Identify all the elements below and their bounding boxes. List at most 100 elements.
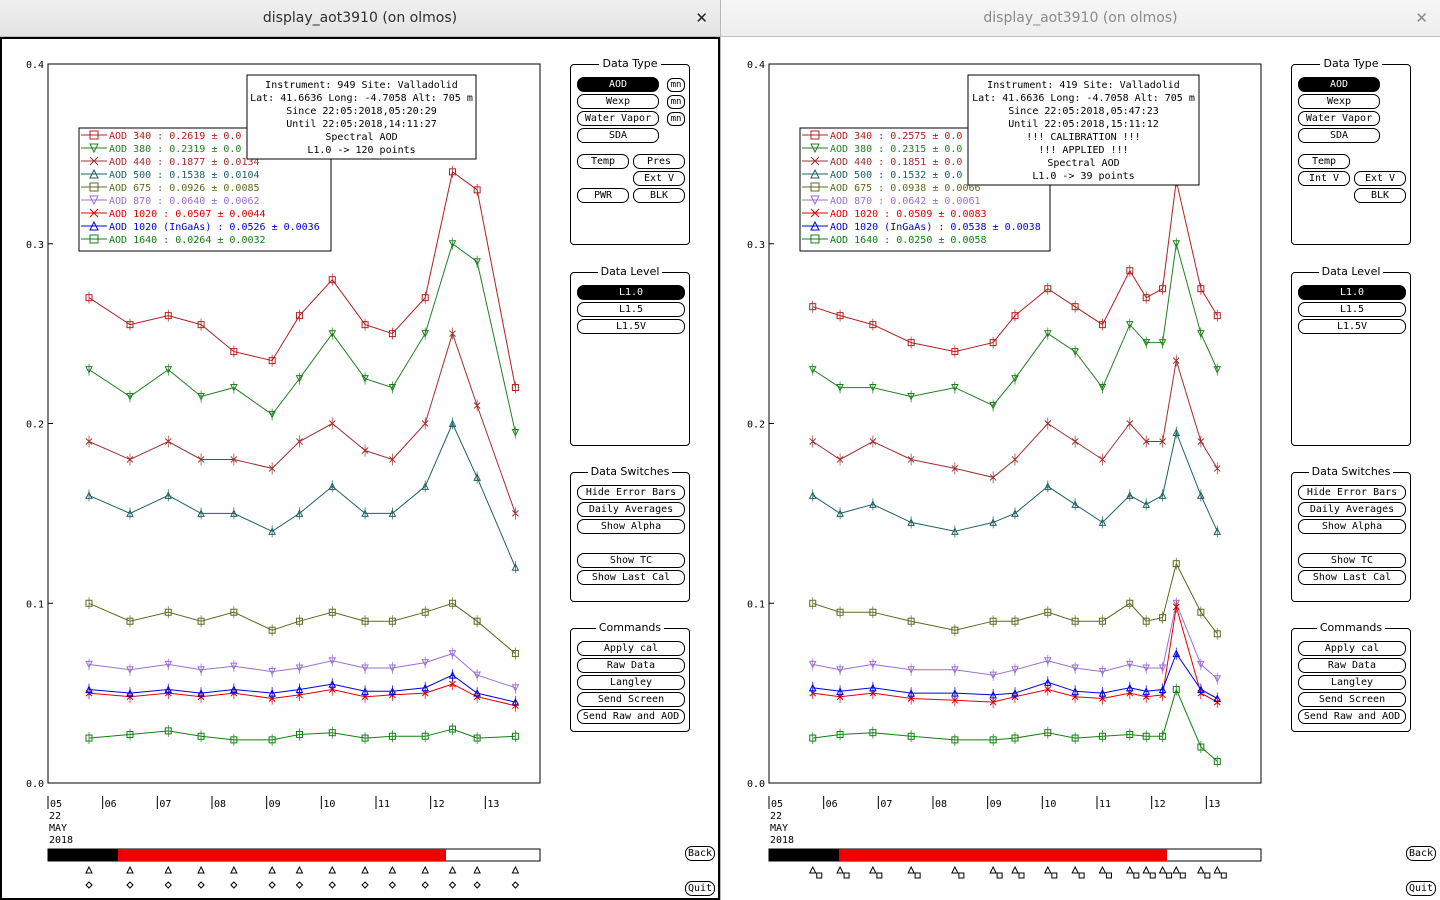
- show-tc-button[interactable]: Show TC: [577, 553, 685, 568]
- int-v-button[interactable]: Int V: [1298, 171, 1350, 186]
- aod-button[interactable]: AOD: [577, 77, 659, 92]
- apply-cal-button[interactable]: Apply cal: [1298, 641, 1406, 656]
- date-label: 22: [770, 811, 782, 822]
- x-tick-label: 07: [159, 799, 171, 810]
- legend-entry: AOD 440 : 0.1851 ± 0.0: [802, 156, 962, 168]
- legend-label: AOD 1020 (InGaAs) : 0.0526 ± 0.0036: [109, 222, 320, 233]
- show-alpha-button[interactable]: Show Alpha: [1298, 519, 1406, 534]
- send-raw-and-aod-button[interactable]: Send Raw and AOD: [577, 709, 685, 724]
- marker-triangle: [869, 865, 877, 874]
- marker-triangle: [511, 865, 520, 874]
- date-label: MAY: [770, 823, 788, 834]
- legend-entry: AOD 500 : 0.1532 ± 0.0: [802, 168, 962, 181]
- langley-button[interactable]: Langley: [577, 675, 685, 690]
- info-line: L1.0 -> 120 points: [307, 145, 415, 156]
- temp-button[interactable]: Temp: [577, 154, 629, 169]
- close-icon[interactable]: ✕: [695, 9, 708, 27]
- wexp-button[interactable]: Wexp: [1298, 94, 1380, 109]
- window-left: display_aot3910 (on olmos) ✕ 0.4 0.3 0.2 0.…: [0, 0, 720, 900]
- level-l15v-button[interactable]: L1.5V: [1298, 319, 1406, 334]
- y-tick-label: 0.1: [747, 599, 765, 610]
- panel-data-level: Data Level L1.0 L1.5 L1.5V: [570, 265, 690, 446]
- legend-entry: AOD 1020 : 0.0509 ± 0.0083: [802, 208, 987, 220]
- show-alpha-button[interactable]: Show Alpha: [577, 519, 685, 534]
- send-screen-button[interactable]: Send Screen: [1298, 692, 1406, 707]
- level-l10-button[interactable]: L1.0: [577, 285, 685, 300]
- info-line: !!! CALIBRATION !!!: [1026, 132, 1140, 143]
- show-tc-button[interactable]: Show TC: [1298, 553, 1406, 568]
- series-aod-1640: [809, 683, 1221, 768]
- y-tick-label: 0.0: [747, 779, 765, 790]
- legend-label: AOD 500 : 0.1532 ± 0.0: [830, 170, 962, 181]
- sda-button[interactable]: SDA: [1298, 128, 1380, 143]
- marker-triangle: [808, 865, 817, 874]
- x-tick-label: 08: [214, 799, 226, 810]
- level-l15-button[interactable]: L1.5: [577, 302, 685, 317]
- titlebar-left[interactable]: display_aot3910 (on olmos) ✕: [0, 0, 720, 37]
- marker-triangle: [328, 865, 337, 874]
- info-line: Spectral AOD: [1047, 158, 1119, 169]
- blk-button[interactable]: BLK: [633, 188, 685, 203]
- ext-v-button[interactable]: Ext V: [1354, 171, 1406, 186]
- panel-data-type: Data Type AOD Wexp Water Vapor SDA mn mn mn Temp…: [570, 57, 690, 245]
- show-last-cal-button[interactable]: Show Last Cal: [1298, 570, 1406, 585]
- panel-commands: Commands Apply cal Raw Data Langley Send Scr…: [570, 621, 690, 732]
- quit-button[interactable]: Quit: [685, 881, 715, 896]
- marker-triangle: [126, 865, 134, 874]
- back-button[interactable]: Back: [685, 846, 715, 861]
- aod-button[interactable]: AOD: [1298, 77, 1380, 92]
- mn-toggle[interactable]: mn: [667, 95, 685, 109]
- daily-averages-button[interactable]: Daily Averages: [577, 502, 685, 517]
- apply-cal-button[interactable]: Apply cal: [577, 641, 685, 656]
- mn-toggle[interactable]: mn: [667, 112, 685, 126]
- x-tick-label: 13: [1208, 799, 1220, 810]
- pres-button[interactable]: Pres: [633, 154, 685, 169]
- marker-triangle: [907, 865, 915, 874]
- x-tick-label: 06: [105, 799, 117, 810]
- titlebar-right[interactable]: display_aot3910 (on olmos) ✕: [721, 0, 1440, 37]
- info-line: Since 22:05:2018,05:47:23: [1008, 106, 1159, 117]
- level-l10-button[interactable]: L1.0: [1298, 285, 1406, 300]
- langley-button[interactable]: Langley: [1298, 675, 1406, 690]
- panel-title: Commands: [1316, 621, 1386, 634]
- ext-v-button[interactable]: Ext V: [633, 171, 685, 186]
- water-vapor-button[interactable]: Water Vapor: [577, 111, 659, 126]
- water-vapor-button[interactable]: Water Vapor: [1298, 111, 1380, 126]
- show-last-cal-button[interactable]: Show Last Cal: [577, 570, 685, 585]
- series-aod-675: [809, 557, 1221, 640]
- marker-triangle: [1011, 865, 1019, 874]
- temp-button[interactable]: Temp: [1298, 154, 1350, 169]
- x-tick-label: 11: [1099, 799, 1111, 810]
- send-raw-and-aod-button[interactable]: Send Raw and AOD: [1298, 709, 1406, 724]
- back-button[interactable]: Back: [1406, 846, 1436, 861]
- x-tick-label: 12: [433, 799, 445, 810]
- marker-triangle: [197, 865, 205, 874]
- panel-title: Data Switches: [1308, 465, 1394, 478]
- raw-data-button[interactable]: Raw Data: [1298, 658, 1406, 673]
- x-tick-label: 05: [771, 799, 783, 810]
- quit-button[interactable]: Quit: [1406, 881, 1436, 896]
- level-l15-button[interactable]: L1.5: [1298, 302, 1406, 317]
- series-aod-1020-ingaas-: [808, 647, 1222, 705]
- marker-triangle: [448, 865, 457, 874]
- daily-averages-button[interactable]: Daily Averages: [1298, 502, 1406, 517]
- mn-toggle[interactable]: mn: [667, 78, 685, 92]
- marker-triangle: [1098, 865, 1107, 874]
- pwr-button[interactable]: PWR: [577, 188, 629, 203]
- sda-button[interactable]: SDA: [577, 128, 659, 143]
- window-right: display_aot3910 (on olmos) ✕ 0.4 0.3 0.2 0.…: [720, 0, 1440, 900]
- close-icon[interactable]: ✕: [1415, 9, 1428, 27]
- hide-error-bars-button[interactable]: Hide Error Bars: [577, 485, 685, 500]
- raw-data-button[interactable]: Raw Data: [577, 658, 685, 673]
- info-line: L1.0 -> 39 points: [1032, 171, 1134, 182]
- wexp-button[interactable]: Wexp: [577, 94, 659, 109]
- marker-triangle: [421, 865, 430, 874]
- send-screen-button[interactable]: Send Screen: [577, 692, 685, 707]
- series-aod-1020: [85, 678, 519, 712]
- blk-button[interactable]: BLK: [1354, 188, 1406, 203]
- level-l15v-button[interactable]: L1.5V: [577, 319, 685, 334]
- panel-data-level: Data Level L1.0 L1.5 L1.5V: [1291, 265, 1411, 446]
- legend-label: AOD 1020 : 0.0509 ± 0.0083: [830, 209, 987, 220]
- x-tick-label: 05: [50, 799, 62, 810]
- hide-error-bars-button[interactable]: Hide Error Bars: [1298, 485, 1406, 500]
